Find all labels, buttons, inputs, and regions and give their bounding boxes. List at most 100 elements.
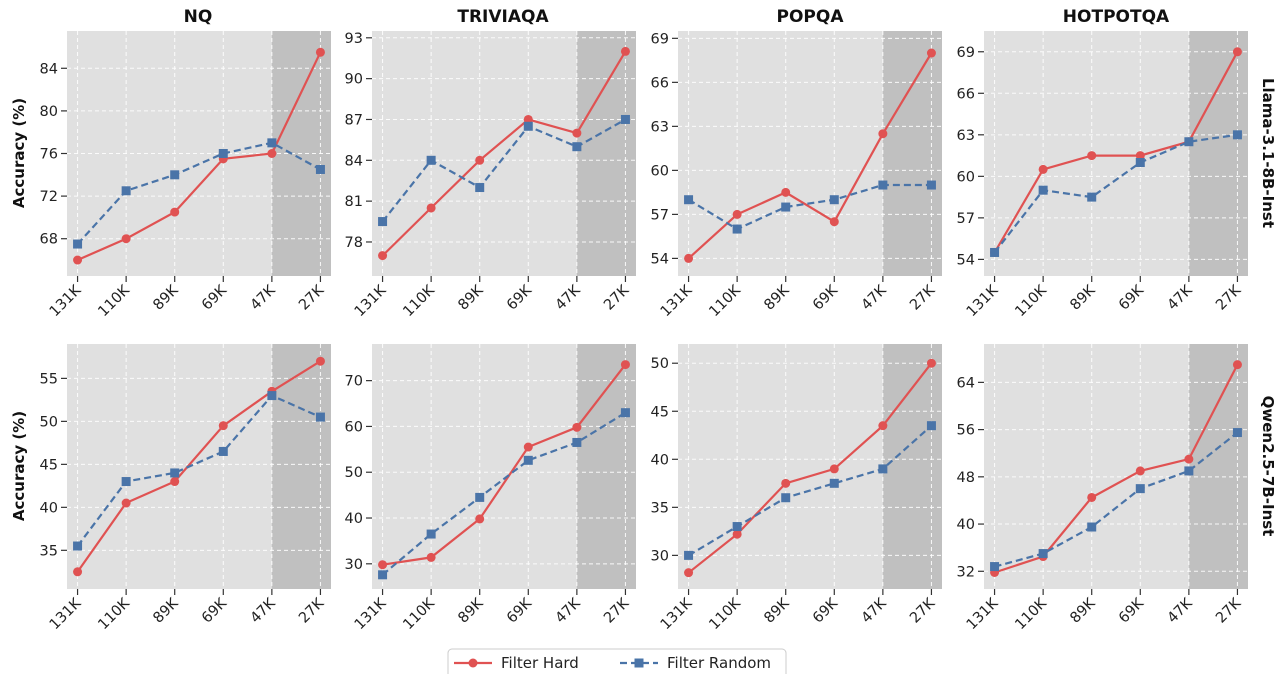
point-filter-hard <box>878 421 888 431</box>
series-line-filter-random <box>76 141 321 245</box>
highlight-region <box>576 344 636 589</box>
series-line-filter-random <box>688 183 932 231</box>
series-line-filter-random <box>688 424 933 557</box>
y-tick-label: 57 <box>957 211 975 227</box>
highlight-region <box>271 344 331 589</box>
x-tick-label: 110K <box>1012 595 1050 633</box>
point-filter-hard <box>523 114 533 124</box>
highlight-region <box>1188 344 1248 589</box>
point-filter-hard <box>620 360 630 370</box>
x-tick-label: 27K <box>1213 595 1244 626</box>
y-tick-label: 56 <box>957 423 975 439</box>
x-tick-label: 27K <box>1213 282 1244 313</box>
x-tick-label: 27K <box>296 595 327 626</box>
y-tick-label: 60 <box>957 169 975 185</box>
point-filter-hard <box>1232 47 1242 57</box>
x-tick-label: 131K <box>964 595 1002 633</box>
point-filter-random <box>1135 157 1145 167</box>
x-tick-label: 69K <box>504 595 535 626</box>
point-filter-random <box>620 408 630 418</box>
point-filter-random <box>1184 466 1194 476</box>
y-tick-label: 93 <box>345 31 363 47</box>
x-tick-label: 69K <box>1116 595 1147 626</box>
point-filter-random <box>426 529 436 539</box>
point-filter-hard <box>426 203 436 213</box>
x-tick-label: 131K <box>352 282 390 320</box>
y-tick-label: 40 <box>40 500 58 516</box>
panel-r1-c3: 54 57 60 63 66 69 131K 110K 89K 69K 47K 27K <box>651 31 942 320</box>
y-tick-label: 69 <box>651 31 669 47</box>
panel-r2-c1: 35 40 45 50 55 131K 110K 89K 69K 47K 27K <box>40 344 331 633</box>
point-filter-hard <box>475 155 485 165</box>
point-filter-random <box>378 217 388 227</box>
point-filter-random <box>878 180 888 190</box>
point-filter-random <box>378 570 388 580</box>
point-filter-hard <box>475 514 485 524</box>
point-filter-random <box>1038 185 1048 195</box>
point-filter-random <box>732 224 742 234</box>
point-filter-random <box>523 121 533 131</box>
x-tick-label: 110K <box>95 282 133 320</box>
point-filter-hard <box>684 568 694 578</box>
y-tick-label: 69 <box>957 45 975 61</box>
x-tick-label: 89K <box>761 282 792 313</box>
legend-marker-filter-hard <box>468 658 478 668</box>
y-tick-label: 50 <box>40 414 58 430</box>
series-line-filter-random <box>993 133 1238 254</box>
y-tick-label: 54 <box>651 251 669 267</box>
y-axis-label-row-1: Accuracy (%) <box>10 98 28 208</box>
y-tick-label: 30 <box>345 557 363 573</box>
panels-layer: 68 72 76 80 84 131K 110K 89K 69K 47K 27K 78 81 84 87 90… <box>40 31 1248 633</box>
point-filter-random <box>218 446 228 456</box>
x-tick-label: 110K <box>95 595 133 633</box>
point-filter-random <box>926 180 936 190</box>
y-tick-label: 72 <box>40 189 58 205</box>
point-filter-hard <box>572 128 582 138</box>
point-filter-random <box>732 522 742 532</box>
x-tick-label: 47K <box>248 282 279 313</box>
point-filter-random <box>121 186 131 196</box>
legend-label-filter-hard: Filter Hard <box>501 654 579 672</box>
point-filter-hard <box>73 255 83 265</box>
point-filter-hard <box>523 442 533 452</box>
x-tick-label: 89K <box>761 595 792 626</box>
column-title-nq: NQ <box>184 7 213 27</box>
point-filter-hard <box>1038 164 1048 174</box>
y-tick-label: 63 <box>651 119 669 135</box>
y-tick-label: 40 <box>957 517 975 533</box>
x-tick-label: 47K <box>248 595 279 626</box>
point-filter-hard <box>926 358 936 368</box>
y-tick-label: 32 <box>957 564 975 580</box>
point-filter-random <box>926 421 936 431</box>
y-tick-label: 48 <box>957 470 975 486</box>
point-filter-hard <box>218 421 228 431</box>
highlight-region <box>882 31 942 276</box>
x-tick-label: 69K <box>199 282 230 313</box>
point-filter-random <box>267 391 277 401</box>
point-filter-hard <box>1184 454 1194 464</box>
point-filter-random <box>1232 130 1242 140</box>
point-filter-hard <box>1087 151 1097 161</box>
x-tick-label: 89K <box>455 282 486 313</box>
point-filter-random <box>829 478 839 488</box>
point-filter-hard <box>781 478 791 488</box>
point-filter-hard <box>620 46 630 56</box>
series-line-filter-hard <box>687 52 933 260</box>
y-tick-label: 80 <box>40 104 58 120</box>
y-tick-label: 54 <box>957 252 975 268</box>
column-title-popqa: POPQA <box>777 7 845 27</box>
point-filter-hard <box>170 207 180 217</box>
panel-r2-c3: 30 35 40 45 50 131K 110K 89K 69K 47K 27K <box>651 344 942 633</box>
x-tick-label: 47K <box>859 595 890 626</box>
point-filter-hard <box>829 217 839 227</box>
y-tick-label: 40 <box>651 452 669 468</box>
legend-marker-filter-random <box>634 658 644 668</box>
point-filter-random <box>990 562 1000 572</box>
point-filter-random <box>73 239 83 249</box>
x-tick-label: 27K <box>601 282 632 313</box>
point-filter-random <box>1038 549 1048 559</box>
legend-label-filter-random: Filter Random <box>667 654 771 672</box>
x-tick-label: 89K <box>1067 595 1098 626</box>
y-tick-label: 30 <box>651 548 669 564</box>
